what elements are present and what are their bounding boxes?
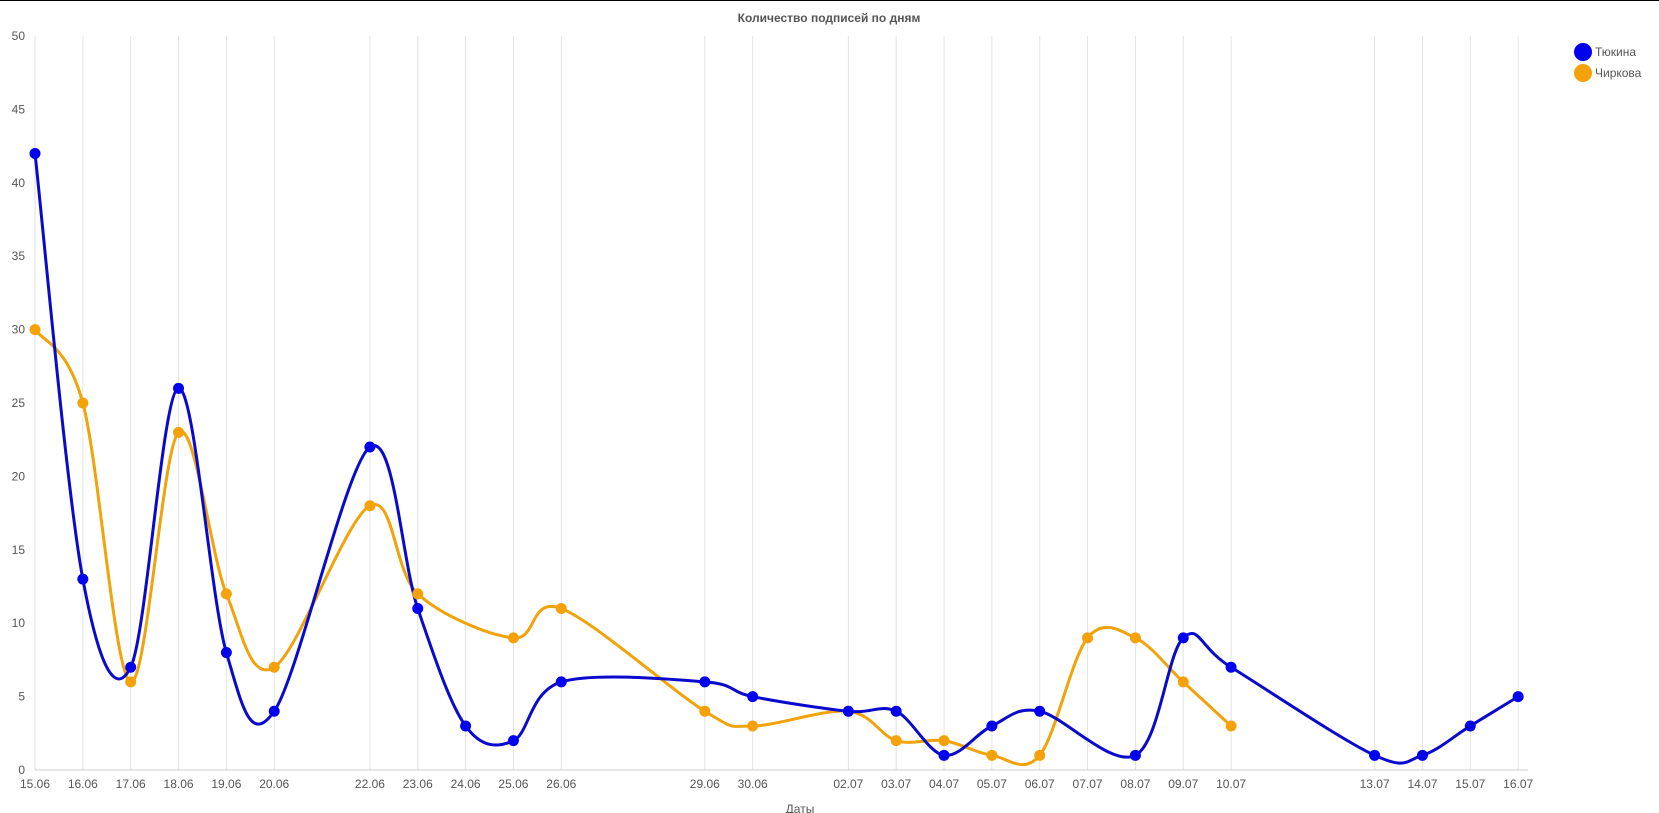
x-tick-label: 05.07	[977, 777, 1007, 791]
y-tick-label: 10	[12, 616, 26, 630]
x-tick-label: 06.07	[1025, 777, 1055, 791]
data-point-1	[77, 397, 89, 409]
data-point-0	[173, 382, 185, 394]
x-tick-label: 29.06	[690, 777, 720, 791]
legend-marker	[1574, 64, 1592, 82]
data-point-1	[1177, 676, 1189, 688]
x-tick-label: 10.07	[1216, 777, 1246, 791]
y-tick-label: 50	[12, 29, 26, 43]
data-point-0	[1225, 661, 1237, 673]
axes: 15.06 16.06 17.06 18.06 19.06 20.06 22.06 23.06…	[12, 29, 1534, 791]
x-tick-label: 04.07	[929, 777, 959, 791]
y-tick-label: 5	[18, 690, 25, 704]
series-line-0	[33, 153, 1519, 765]
x-tick-label: 03.07	[881, 777, 911, 791]
data-point-0	[1369, 749, 1381, 761]
data-point-0	[699, 676, 711, 688]
data-point-0	[1177, 632, 1189, 644]
data-point-1	[173, 426, 185, 438]
x-tick-label: 13.07	[1360, 777, 1390, 791]
data-points	[29, 147, 1524, 761]
x-tick-label: 19.06	[211, 777, 241, 791]
data-point-1	[555, 603, 567, 615]
legend[interactable]: Тюкина Чиркова	[1574, 43, 1642, 82]
y-tick-label: 35	[12, 249, 26, 263]
data-point-0	[842, 705, 854, 717]
data-point-1	[986, 749, 998, 761]
data-point-0	[268, 705, 280, 717]
legend-label: Чиркова	[1595, 66, 1642, 80]
data-point-0	[460, 720, 472, 732]
data-point-0	[938, 749, 950, 761]
x-tick-label: 30.06	[738, 777, 768, 791]
x-tick-label: 20.06	[259, 777, 289, 791]
x-tick-label: 02.07	[833, 777, 863, 791]
x-tick-label: 09.07	[1168, 777, 1198, 791]
x-tick-label: 24.06	[451, 777, 481, 791]
y-tick-label: 30	[12, 323, 26, 337]
data-point-0	[1129, 749, 1141, 761]
data-point-0	[29, 147, 41, 159]
legend-marker	[1574, 43, 1592, 61]
x-axis-label: Даты	[786, 802, 815, 813]
data-point-0	[507, 735, 519, 747]
data-point-1	[364, 500, 376, 512]
chart-title: Количество подписей по дням	[738, 11, 921, 25]
x-tick-label: 08.07	[1120, 777, 1150, 791]
series-line-1	[33, 328, 1233, 767]
y-tick-label: 15	[12, 543, 26, 557]
data-point-1	[125, 676, 137, 688]
data-point-1	[1034, 749, 1046, 761]
data-point-1	[938, 735, 950, 747]
x-tick-label: 16.06	[68, 777, 98, 791]
data-point-0	[220, 647, 232, 659]
data-point-1	[1225, 720, 1237, 732]
data-point-0	[1464, 720, 1476, 732]
data-point-1	[699, 705, 711, 717]
data-point-1	[1082, 632, 1094, 644]
legend-label: Тюкина	[1595, 45, 1636, 59]
y-tick-label: 0	[18, 763, 25, 777]
data-point-1	[747, 720, 759, 732]
data-point-1	[507, 632, 519, 644]
y-tick-label: 20	[12, 469, 26, 483]
data-point-1	[890, 735, 902, 747]
data-point-1	[1129, 632, 1141, 644]
data-point-0	[1512, 691, 1524, 703]
x-tick-label: 25.06	[498, 777, 528, 791]
data-point-1	[29, 324, 41, 336]
y-tick-label: 45	[12, 102, 26, 116]
x-tick-label: 26.06	[546, 777, 576, 791]
grid-lines	[34, 36, 1519, 770]
data-point-0	[1416, 749, 1428, 761]
x-tick-label: 18.06	[164, 777, 194, 791]
data-point-0	[1034, 705, 1046, 717]
x-tick-label: 16.07	[1503, 777, 1533, 791]
data-point-0	[412, 603, 424, 615]
data-point-0	[77, 573, 89, 585]
data-point-0	[555, 676, 567, 688]
series-lines	[33, 153, 1519, 767]
data-point-0	[364, 441, 376, 453]
x-tick-label: 17.06	[116, 777, 146, 791]
data-point-1	[268, 661, 280, 673]
top-border	[0, 0, 1659, 1]
data-point-0	[890, 705, 902, 717]
x-tick-label: 22.06	[355, 777, 385, 791]
data-point-1	[220, 588, 232, 600]
x-tick-label: 15.06	[20, 777, 50, 791]
x-tick-label: 15.07	[1455, 777, 1485, 791]
data-point-0	[986, 720, 998, 732]
y-tick-label: 40	[12, 176, 26, 190]
x-tick-label: 14.07	[1407, 777, 1437, 791]
x-tick-label: 23.06	[403, 777, 433, 791]
data-point-0	[125, 661, 137, 673]
data-point-0	[747, 691, 759, 703]
data-point-1	[412, 588, 424, 600]
x-tick-label: 07.07	[1073, 777, 1103, 791]
y-tick-label: 25	[12, 396, 26, 410]
